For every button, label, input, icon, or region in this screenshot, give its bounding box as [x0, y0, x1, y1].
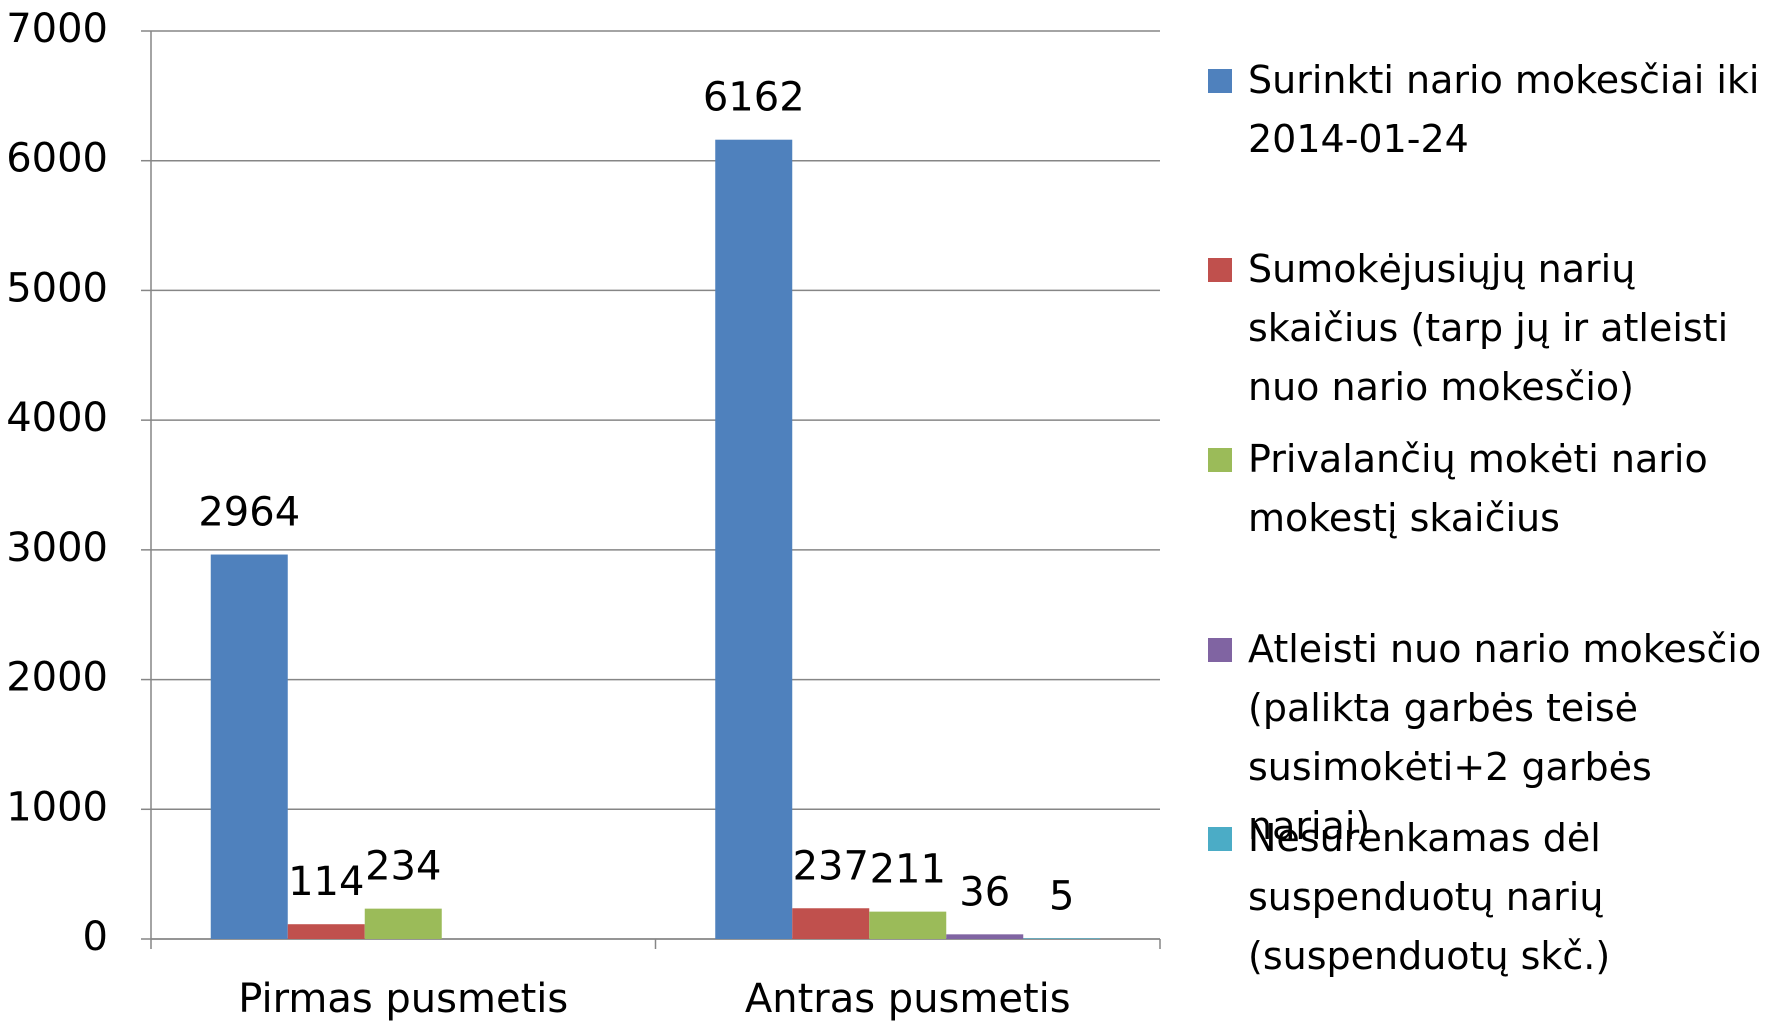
y-tick-label: 5000 [6, 265, 108, 311]
data-label: 211 [870, 847, 946, 893]
bar [364, 908, 442, 939]
legend-label: Privalančių mokėti nario mokestį skaičiu… [1248, 437, 1708, 540]
y-tick-label: 6000 [6, 136, 108, 182]
y-tick-label: 1000 [6, 784, 108, 830]
data-label: 36 [959, 869, 1010, 915]
bar [715, 139, 793, 940]
legend-item: Surinkti nario mokesčiai iki 2014-01-24 [1208, 51, 1768, 169]
data-label: 237 [793, 843, 869, 889]
legend-swatch [1208, 69, 1232, 93]
y-tick-label: 4000 [6, 395, 108, 441]
y-tick-label: 7000 [6, 6, 108, 52]
legend-item: Atleisti nuo nario mokesčio (palikta gar… [1208, 620, 1768, 856]
y-tick-label: 2000 [6, 655, 108, 701]
data-label: 6162 [703, 75, 805, 121]
legend-item: Privalančių mokėti nario mokestį skaičiu… [1208, 430, 1768, 548]
bar [287, 924, 365, 939]
data-label: 234 [365, 844, 441, 890]
x-tick-label: Pirmas pusmetis [238, 976, 568, 1021]
legend-item: Sumokėjusiųjų narių skaičius (tarp jų ir… [1208, 240, 1768, 417]
bar [210, 554, 288, 939]
bar [946, 934, 1024, 939]
data-label: 2964 [198, 490, 300, 536]
legend-label: Sumokėjusiųjų narių skaičius (tarp jų ir… [1248, 247, 1729, 409]
legend-label: Surinkti nario mokesčiai iki 2014-01-24 [1248, 58, 1760, 161]
y-tick-label: 0 [83, 914, 108, 960]
data-label: 114 [288, 859, 364, 905]
x-tick-label: Antras pusmetis [745, 976, 1071, 1021]
y-tick-label: 3000 [6, 525, 108, 571]
bar [869, 911, 947, 939]
legend-swatch [1208, 827, 1232, 851]
legend-swatch [1208, 448, 1232, 472]
legend-item: Nesurenkamas dėl suspenduotų narių (susp… [1208, 809, 1768, 986]
bar [792, 908, 870, 939]
legend-swatch [1208, 258, 1232, 282]
data-label: 5 [1049, 873, 1074, 919]
legend-label: Nesurenkamas dėl suspenduotų narių (susp… [1248, 816, 1611, 978]
bar [1023, 938, 1101, 939]
legend-swatch [1208, 638, 1232, 662]
legend-label: Atleisti nuo nario mokesčio (palikta gar… [1248, 627, 1762, 848]
